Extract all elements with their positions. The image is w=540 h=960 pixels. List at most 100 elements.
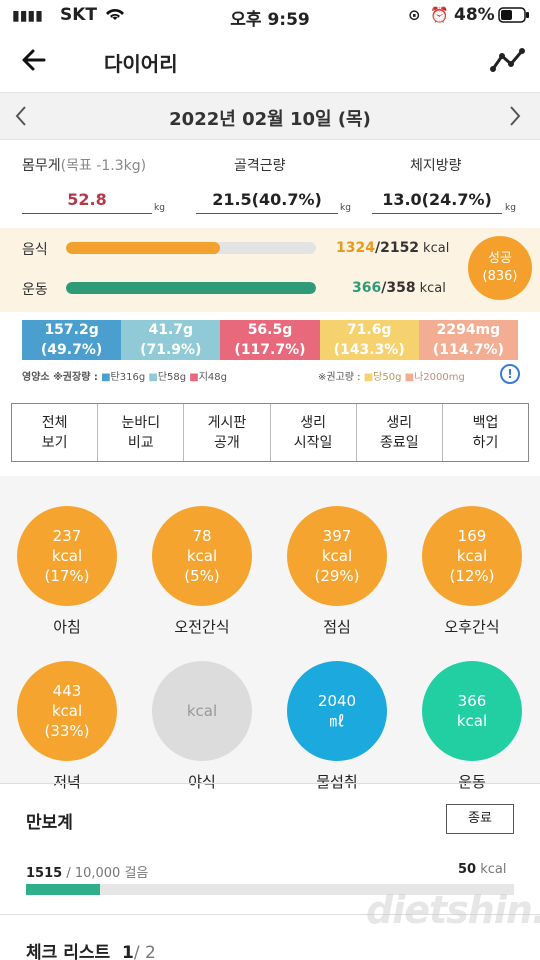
pedometer-progress-fill	[26, 884, 100, 895]
current-date[interactable]: 2022년 02월 10일 (목)	[169, 109, 371, 130]
pedometer-end-button[interactable]: 종료	[446, 804, 514, 834]
nutrient-cell: 41.7g (71.9%)	[121, 320, 221, 360]
trend-chart-icon[interactable]	[490, 46, 526, 76]
exercise-current: 366	[352, 280, 382, 296]
meal-l1: 169	[457, 527, 487, 545]
badge-status: 성공	[488, 251, 512, 266]
info-icon[interactable]: !	[500, 364, 520, 384]
wifi-icon	[104, 3, 126, 28]
back-arrow-icon[interactable]	[20, 46, 50, 76]
food-progress-fill	[66, 242, 220, 254]
nutrient-value: 157.2g	[44, 322, 99, 338]
action-line2: 공개	[214, 434, 240, 451]
nutrient-cell: 2294mg (114.7%)	[418, 320, 518, 360]
nutrient-value: 71.6g	[346, 322, 392, 338]
nutrient-percent: (49.7%)	[40, 342, 103, 358]
exercise-total: /358	[381, 280, 416, 296]
meal-l2: kcal	[186, 547, 218, 565]
food-kcal: 1324/2152 kcal	[336, 240, 449, 256]
action-button[interactable]: 게시판 공개	[184, 404, 271, 461]
action-line1: 전체	[41, 414, 68, 431]
meal-label: 점심	[323, 618, 351, 636]
battery-percent: 48%	[454, 5, 495, 25]
legend-fat: ■	[189, 372, 199, 383]
badge-value: (836)	[482, 269, 518, 284]
action-button[interactable]: 생리 종료일	[357, 404, 443, 461]
meal-l2: kcal	[186, 702, 218, 720]
food-current: 1324	[336, 240, 375, 256]
meal-l3: (17%)	[44, 567, 90, 585]
exercise-progress-fill	[66, 282, 316, 294]
weight-label-text: 몸무게	[22, 158, 61, 174]
success-badge: 성공 (836)	[468, 236, 532, 300]
meal-circle[interactable]: 237 kcal (17%)	[17, 506, 117, 606]
weight-value[interactable]: 52.8	[22, 190, 152, 214]
checklist-total: / 2	[133, 943, 156, 960]
legend-protein: ■	[148, 372, 158, 383]
meal-label: 저녁	[53, 773, 81, 791]
meal-l1: 237	[52, 527, 82, 545]
signal-icon: ▮▮▮▮	[12, 8, 43, 24]
legend-protein-text: 단58g	[157, 372, 187, 383]
meal-label: 야식	[188, 773, 216, 791]
pedometer-kcal-value: 50	[458, 862, 477, 877]
nutrient-legend-right: ※권고량 : ■당50g ■나2000mg	[318, 368, 465, 383]
legend-carb-text: 탄316g	[110, 372, 146, 383]
meal-l2: kcal	[456, 547, 488, 565]
divider	[0, 914, 540, 915]
status-bar: ▮▮▮▮ SKT 오후 9:59 ⊙ ⏰ 48%	[0, 0, 540, 30]
pedometer-title: 만보계	[26, 813, 73, 833]
alarm-icon: ⏰	[430, 6, 449, 24]
meal-circle[interactable]: 169 kcal (12%)	[422, 506, 522, 606]
food-total: /2152	[374, 240, 420, 256]
exercise-unit: kcal	[419, 281, 446, 296]
pedometer-progress-track	[26, 884, 514, 895]
meal-l1: 366	[457, 692, 487, 710]
legend-carb: ■	[101, 372, 111, 383]
meal-l2: kcal	[51, 547, 83, 565]
meal-l1: 397	[322, 527, 352, 545]
legend-right-label: ※권고량 :	[318, 372, 361, 383]
action-button-grid: 전체 보기 눈바디 비교 게시판 공개 생리 시작일 생리 종료일 백업 하기	[11, 403, 529, 462]
meal-label: 오전간식	[174, 618, 230, 636]
meal-l3: (5%)	[184, 567, 220, 585]
page-title: 다이어리	[104, 52, 178, 76]
action-line2: 시작일	[293, 434, 333, 451]
prev-date-icon[interactable]	[14, 105, 34, 129]
pedometer-kcal: 50 kcal	[458, 862, 507, 877]
divider	[0, 783, 540, 784]
action-line2: 보기	[41, 434, 68, 451]
legend-sodium: ■	[404, 372, 415, 383]
meal-l2: kcal	[456, 712, 488, 730]
action-button[interactable]: 눈바디 비교	[98, 404, 185, 461]
action-line1: 생리	[386, 414, 413, 431]
muscle-value[interactable]: 21.5(40.7%)	[196, 190, 338, 214]
next-date-icon[interactable]	[508, 105, 528, 129]
legend-sodium-text: 나2000mg	[414, 372, 465, 383]
clock: 오후 9:59	[230, 10, 310, 30]
nutrient-percent: (71.9%)	[140, 342, 202, 358]
watermark: dietshin.com	[366, 888, 540, 932]
meal-circle[interactable]: 2040 ㎖	[287, 661, 387, 761]
lock-rotation-icon: ⊙	[408, 6, 421, 24]
action-line2: 비교	[127, 434, 154, 451]
nutrient-cell: 56.5g (117.7%)	[220, 320, 320, 360]
meal-circle[interactable]: 397 kcal (29%)	[287, 506, 387, 606]
checklist-header[interactable]: 체크 리스트 1/ 2	[26, 938, 156, 960]
meal-circle[interactable]: 78 kcal (5%)	[152, 506, 252, 606]
steps-goal: / 10,000 걸음	[66, 866, 149, 881]
nutrient-percent: (114.7%)	[432, 342, 504, 358]
meal-circle[interactable]: kcal	[152, 661, 252, 761]
action-button[interactable]: 백업 하기	[443, 404, 528, 461]
meal-circle[interactable]: 443 kcal (33%)	[17, 661, 117, 761]
weight-unit: kg	[154, 203, 165, 213]
fat-value[interactable]: 13.0(24.7%)	[372, 190, 502, 214]
meal-circle[interactable]: 366 kcal	[422, 661, 522, 761]
action-line1: 생리	[300, 414, 326, 431]
meal-grid: 237 kcal (17%) 아침 78 kcal (5%) 오전간식 397 kcal (29%)…	[0, 476, 540, 791]
meal-l2: ㎖	[329, 712, 345, 730]
steps-value: 1515	[26, 866, 63, 881]
meal-l1: 443	[52, 682, 82, 700]
